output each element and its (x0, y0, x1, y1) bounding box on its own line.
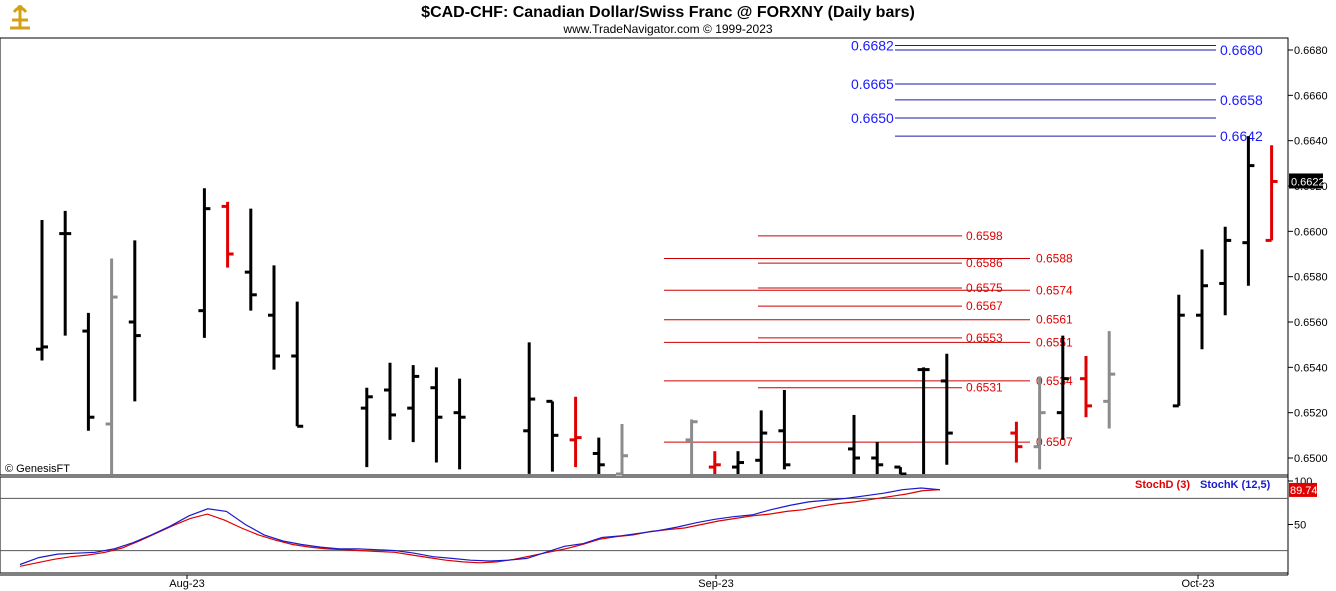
ohlc-bar (407, 365, 420, 443)
chart-title: $CAD-CHF: Canadian Dollar/Swiss Franc @ … (421, 4, 915, 21)
ohlc-bar (1242, 136, 1255, 286)
red-level-label: 0.6574 (1036, 283, 1073, 297)
price-tick-label: 0.6540 (1294, 362, 1328, 374)
genesis-credit: © GenesisFT (5, 463, 70, 475)
ohlc-bar (384, 362, 396, 440)
ohlc-bar (917, 367, 930, 474)
stoch-series-line (19, 489, 941, 567)
last-price-marker: 0.6622 (1289, 173, 1325, 189)
date-tick-label: Aug-23 (169, 578, 204, 590)
ohlc-bar (685, 419, 698, 474)
ohlc-bar (708, 451, 721, 474)
ohlc-bar (430, 367, 443, 463)
date-tick-label: Sep-23 (698, 578, 733, 590)
ohlc-bar (592, 437, 605, 474)
ohlc-bar (871, 442, 884, 474)
ohlc-bar (546, 399, 559, 472)
ohlc-bar (755, 410, 768, 474)
price-tick-label: 0.6500 (1294, 453, 1328, 465)
stoch-tick-label: 50 (1294, 520, 1306, 532)
price-tick-label: 0.6640 (1294, 136, 1328, 148)
price-tick-label: 0.6560 (1294, 317, 1328, 329)
last-price-badge (1289, 173, 1323, 189)
ohlc-bar (1080, 356, 1092, 418)
price-axis-ticks: 0.66800.66600.66400.66200.66000.65800.65… (1288, 45, 1328, 465)
ohlc-bar (1033, 376, 1046, 470)
price-panel-frame (0, 37, 1289, 476)
blue-level-label: 0.6665 (851, 76, 894, 92)
stoch-last-value: 89.74 (1290, 485, 1318, 497)
blue-level-label: 0.6642 (1220, 128, 1263, 144)
price-levels: 0.6682 0.6665 0.6650 0.6680 0.6658 0.6642 0.65… (664, 37, 1263, 449)
ohlc-bar (59, 210, 72, 336)
blue-level-label: 0.6650 (851, 110, 894, 126)
last-price-value: 0.6622 (1291, 176, 1325, 188)
ohlc-bar (221, 201, 234, 268)
stoch-last-badge (1289, 482, 1317, 497)
ohlc-bar (894, 465, 907, 476)
ohlc-bar (453, 378, 466, 470)
ohlc-bar (36, 220, 48, 361)
ohlc-bar (569, 396, 582, 468)
ohlc-bar (268, 265, 280, 370)
price-tick-label: 0.6600 (1294, 226, 1328, 238)
stoch-series-line (19, 487, 941, 566)
stochd-legend: StochD (3) (1135, 479, 1190, 491)
ohlc-bar (1010, 421, 1023, 463)
blue-level-label: 0.6682 (851, 37, 894, 53)
red-level-label: 0.6507 (1036, 435, 1073, 449)
ohlc-bar (105, 258, 118, 474)
price-tick-label: 0.6520 (1294, 408, 1328, 420)
price-tick-label: 0.6580 (1294, 272, 1328, 284)
red-level-label: 0.6588 (1036, 252, 1073, 266)
ohlc-bar (1219, 226, 1232, 316)
red-level-label: 0.6567 (966, 299, 1003, 313)
ohlc-bar (848, 414, 860, 474)
ohlc-bar (1265, 145, 1278, 242)
stochk-legend: StochK (12,5) (1200, 479, 1271, 491)
date-axis: Aug-23 Sep-23 Oct-23 (169, 575, 1215, 590)
red-level-label: 0.6561 (1036, 313, 1073, 327)
ohlc-bar (732, 451, 744, 474)
red-level-label: 0.6531 (966, 381, 1003, 395)
ohlc-bar (128, 240, 141, 402)
chart-subtitle: www.TradeNavigator.com © 1999-2023 (562, 22, 772, 36)
stoch-panel-frame (0, 476, 1289, 574)
ohlc-bar (1172, 294, 1185, 408)
red-level-label: 0.6598 (966, 229, 1003, 243)
red-level-label: 0.6551 (1036, 335, 1073, 349)
red-level-label: 0.6553 (966, 331, 1003, 345)
ohlc-bar (1103, 331, 1116, 429)
ohlc-bar (360, 387, 373, 468)
ohlc-bar (1196, 249, 1208, 350)
ohlc-bar (291, 301, 304, 428)
blue-level-label: 0.6658 (1220, 92, 1263, 108)
ohlc-bar (940, 353, 953, 465)
ohlc-bar (198, 188, 211, 338)
price-tick-label: 0.6680 (1294, 45, 1328, 57)
ohlc-bar (82, 312, 95, 431)
red-level-label: 0.6534 (1036, 374, 1073, 388)
ohlc-bar (244, 208, 257, 311)
price-bars (36, 136, 1278, 476)
red-level-label: 0.6575 (966, 281, 1003, 295)
blue-level-label: 0.6680 (1220, 42, 1263, 58)
date-tick-label: Oct-23 (1181, 578, 1214, 590)
ohlc-bar (523, 342, 536, 474)
ohlc-bar (1056, 335, 1069, 440)
price-tick-label: 0.6660 (1294, 90, 1328, 102)
red-level-label: 0.6586 (966, 256, 1003, 270)
ohlc-bar (616, 424, 628, 476)
trade-navigator-logo (3, 2, 37, 34)
ohlc-bar (778, 390, 791, 470)
